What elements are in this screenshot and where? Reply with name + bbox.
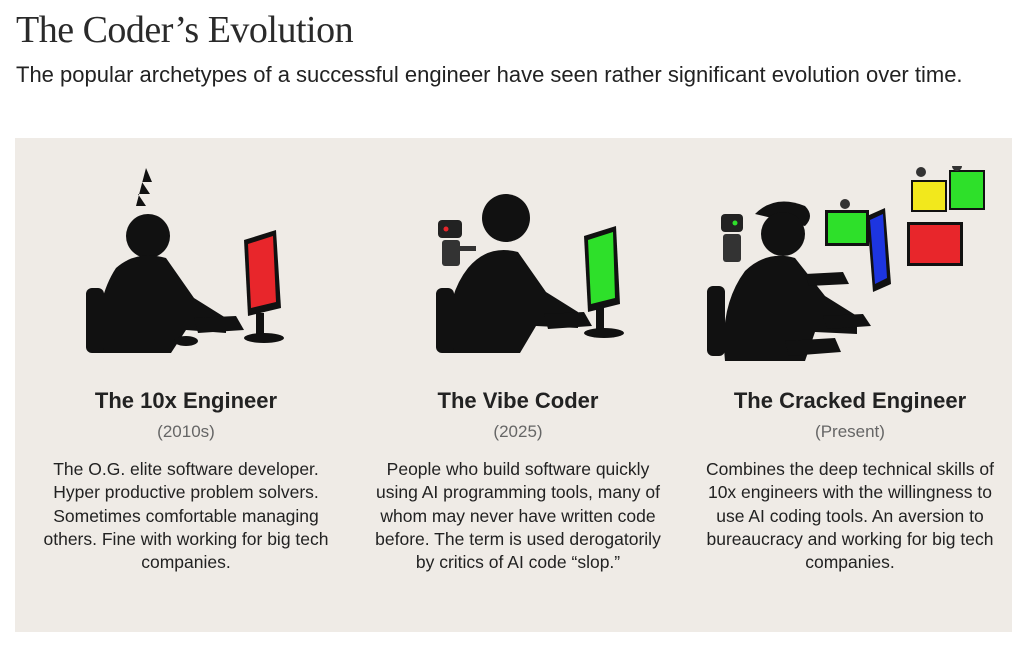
archetype-name: The Vibe Coder — [437, 388, 599, 413]
robot-icon — [438, 220, 476, 266]
10x-engineer-illustration — [86, 168, 284, 353]
robot-icon — [721, 214, 743, 262]
page-title: The Coder’s Evolution — [16, 9, 354, 51]
archetype-era: (Present) — [815, 422, 885, 441]
archetype-name: The Cracked Engineer — [733, 388, 967, 413]
page-subtitle: The popular archetypes of a successful e… — [16, 62, 963, 87]
archetype-era: (2025) — [493, 422, 543, 441]
archetype-description: People who build software quickly using … — [375, 459, 661, 573]
archetype-era: (2010s) — [157, 422, 215, 441]
cracked-engineer-illustration — [707, 166, 985, 361]
vibe-coder-illustration — [436, 194, 624, 353]
archetypes-panel: The 10x Engineer (2010s) The O.G. elite … — [15, 138, 1012, 632]
archetype-description: The O.G. elite software developer. Hyper… — [43, 459, 329, 573]
archetype-description: Combines the deep technical skills of 10… — [706, 459, 994, 573]
archetype-name: The 10x Engineer — [94, 388, 278, 413]
